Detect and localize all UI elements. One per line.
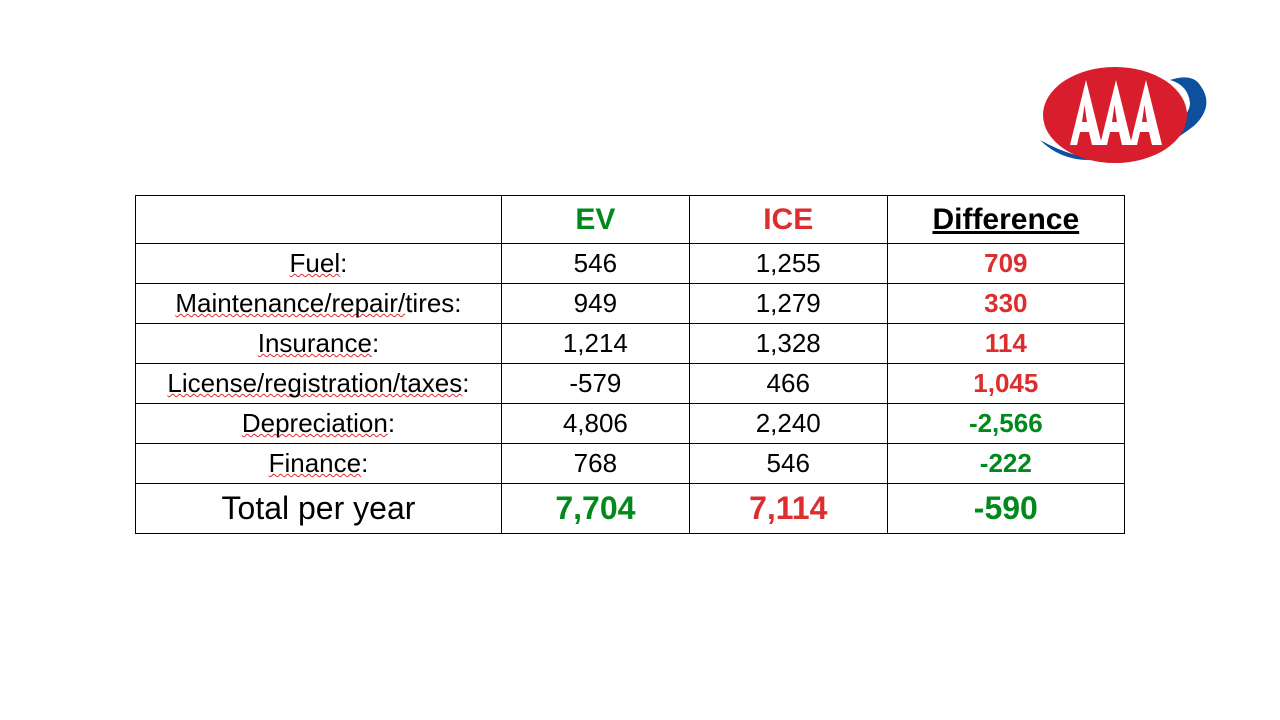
ice-value: 2,240 xyxy=(689,404,887,444)
diff-value: -222 xyxy=(887,444,1124,484)
row-label: License/registration/taxes: xyxy=(136,364,502,404)
header-blank xyxy=(136,196,502,244)
total-row: Total per year7,7047,114-590 xyxy=(136,484,1125,534)
ice-value: 1,255 xyxy=(689,244,887,284)
ev-value: 949 xyxy=(501,284,689,324)
table-row: Finance:768546-222 xyxy=(136,444,1125,484)
table-row: License/registration/taxes:-5794661,045 xyxy=(136,364,1125,404)
table-row: Maintenance/repair/tires:9491,279330 xyxy=(136,284,1125,324)
ev-value: -579 xyxy=(501,364,689,404)
diff-value: 114 xyxy=(887,324,1124,364)
table-row: Insurance:1,2141,328114 xyxy=(136,324,1125,364)
diff-value: 330 xyxy=(887,284,1124,324)
ev-value: 4,806 xyxy=(501,404,689,444)
row-label: Fuel: xyxy=(136,244,502,284)
cost-comparison-table: EV ICE Difference Fuel:5461,255709Mainte… xyxy=(135,195,1125,534)
ice-value: 1,279 xyxy=(689,284,887,324)
table-row: Depreciation:4,8062,240-2,566 xyxy=(136,404,1125,444)
ice-value: 466 xyxy=(689,364,887,404)
header-difference: Difference xyxy=(887,196,1124,244)
total-label: Total per year xyxy=(136,484,502,534)
row-label: Finance: xyxy=(136,444,502,484)
row-label: Insurance: xyxy=(136,324,502,364)
diff-value: 1,045 xyxy=(887,364,1124,404)
aaa-logo xyxy=(1020,55,1220,180)
diff-value: -2,566 xyxy=(887,404,1124,444)
ice-value: 1,328 xyxy=(689,324,887,364)
total-ice: 7,114 xyxy=(689,484,887,534)
row-label: Maintenance/repair/tires: xyxy=(136,284,502,324)
header-ice: ICE xyxy=(689,196,887,244)
table-header-row: EV ICE Difference xyxy=(136,196,1125,244)
ev-value: 546 xyxy=(501,244,689,284)
total-ev: 7,704 xyxy=(501,484,689,534)
row-label: Depreciation: xyxy=(136,404,502,444)
total-diff: -590 xyxy=(887,484,1124,534)
diff-value: 709 xyxy=(887,244,1124,284)
ev-value: 1,214 xyxy=(501,324,689,364)
header-ev: EV xyxy=(501,196,689,244)
ev-value: 768 xyxy=(501,444,689,484)
table-row: Fuel:5461,255709 xyxy=(136,244,1125,284)
ice-value: 546 xyxy=(689,444,887,484)
